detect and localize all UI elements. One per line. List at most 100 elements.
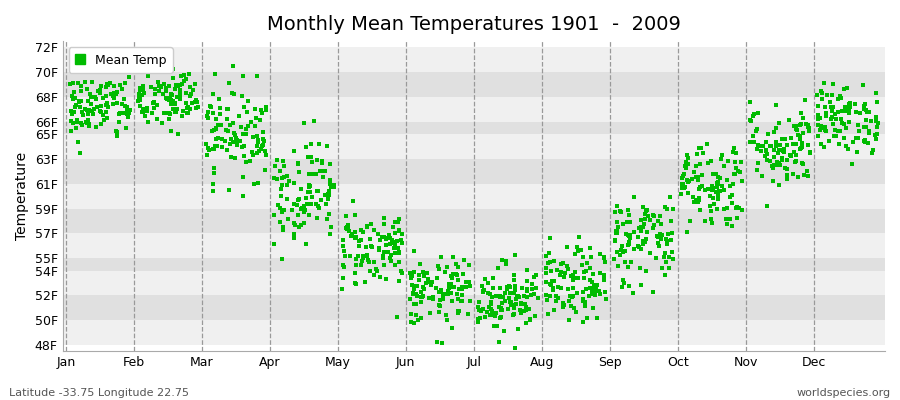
Point <box>622 241 636 248</box>
Point <box>66 120 80 127</box>
Point <box>837 86 851 92</box>
Point <box>549 292 563 299</box>
Point <box>695 172 709 179</box>
Point <box>698 218 712 224</box>
Point <box>571 244 585 250</box>
Point <box>743 139 758 146</box>
Point <box>783 152 797 158</box>
Point <box>787 149 801 156</box>
Point <box>581 292 596 299</box>
Point <box>839 143 853 150</box>
Point <box>627 194 642 200</box>
Point <box>229 134 243 141</box>
Point <box>179 90 194 96</box>
Point <box>135 92 149 99</box>
Point <box>523 316 537 322</box>
Point <box>105 92 120 98</box>
Point <box>373 237 387 244</box>
Point <box>352 238 366 245</box>
Point <box>565 276 580 283</box>
Point <box>337 248 351 254</box>
Point <box>550 267 564 274</box>
Point <box>230 137 244 143</box>
Point <box>538 252 553 259</box>
Point <box>356 253 370 259</box>
Point <box>316 174 330 180</box>
Point <box>487 312 501 318</box>
Point <box>132 87 147 93</box>
Point <box>837 135 851 141</box>
Point <box>163 95 177 101</box>
Point <box>508 301 523 307</box>
Point <box>234 92 248 99</box>
Point <box>868 136 883 142</box>
Point <box>367 259 382 265</box>
Point <box>382 232 397 238</box>
Point <box>861 130 876 136</box>
Point <box>675 174 689 181</box>
Point <box>842 108 856 114</box>
Point <box>383 252 398 259</box>
Point <box>573 247 588 254</box>
Point <box>664 249 679 256</box>
Point <box>539 270 554 276</box>
Point <box>503 302 517 308</box>
Point <box>394 237 409 243</box>
Point <box>544 278 559 284</box>
Point <box>616 221 630 227</box>
Point <box>500 286 514 292</box>
Point <box>797 97 812 104</box>
Point <box>520 278 535 284</box>
Point <box>825 114 840 120</box>
Point <box>67 109 81 116</box>
Point <box>576 254 590 260</box>
Point <box>207 164 221 171</box>
Point <box>508 310 522 317</box>
Point <box>113 82 128 88</box>
Point <box>417 272 431 279</box>
Point <box>688 168 702 175</box>
Point <box>789 152 804 158</box>
Point <box>454 284 469 290</box>
Point <box>851 135 866 141</box>
Point <box>810 133 824 139</box>
Point <box>709 189 724 195</box>
Point <box>436 296 451 302</box>
Point <box>471 319 485 326</box>
Point <box>302 189 317 196</box>
Point <box>450 290 464 297</box>
Point <box>388 230 402 236</box>
Point <box>363 236 377 242</box>
Point <box>546 306 561 313</box>
Point <box>634 224 648 230</box>
Point <box>244 119 258 126</box>
Point <box>341 226 356 232</box>
Point <box>410 293 425 300</box>
Point <box>122 110 136 116</box>
Point <box>131 91 146 97</box>
Point <box>508 345 523 351</box>
Point <box>232 138 247 144</box>
Point <box>621 264 635 270</box>
Point <box>152 88 166 94</box>
Point <box>463 282 477 289</box>
Point <box>637 221 652 227</box>
Point <box>665 256 680 262</box>
Point <box>148 91 162 97</box>
Point <box>299 143 313 150</box>
Point <box>520 294 535 300</box>
Point <box>700 141 715 147</box>
Point <box>476 306 491 312</box>
Point <box>587 286 601 293</box>
Point <box>395 269 410 276</box>
Point <box>593 270 608 276</box>
Point <box>766 178 780 184</box>
Point <box>651 240 665 247</box>
Point <box>716 206 731 212</box>
Point <box>561 266 575 273</box>
Point <box>733 169 747 176</box>
Point <box>660 238 674 244</box>
Point <box>692 195 706 202</box>
Point <box>302 200 316 207</box>
Point <box>869 124 884 130</box>
